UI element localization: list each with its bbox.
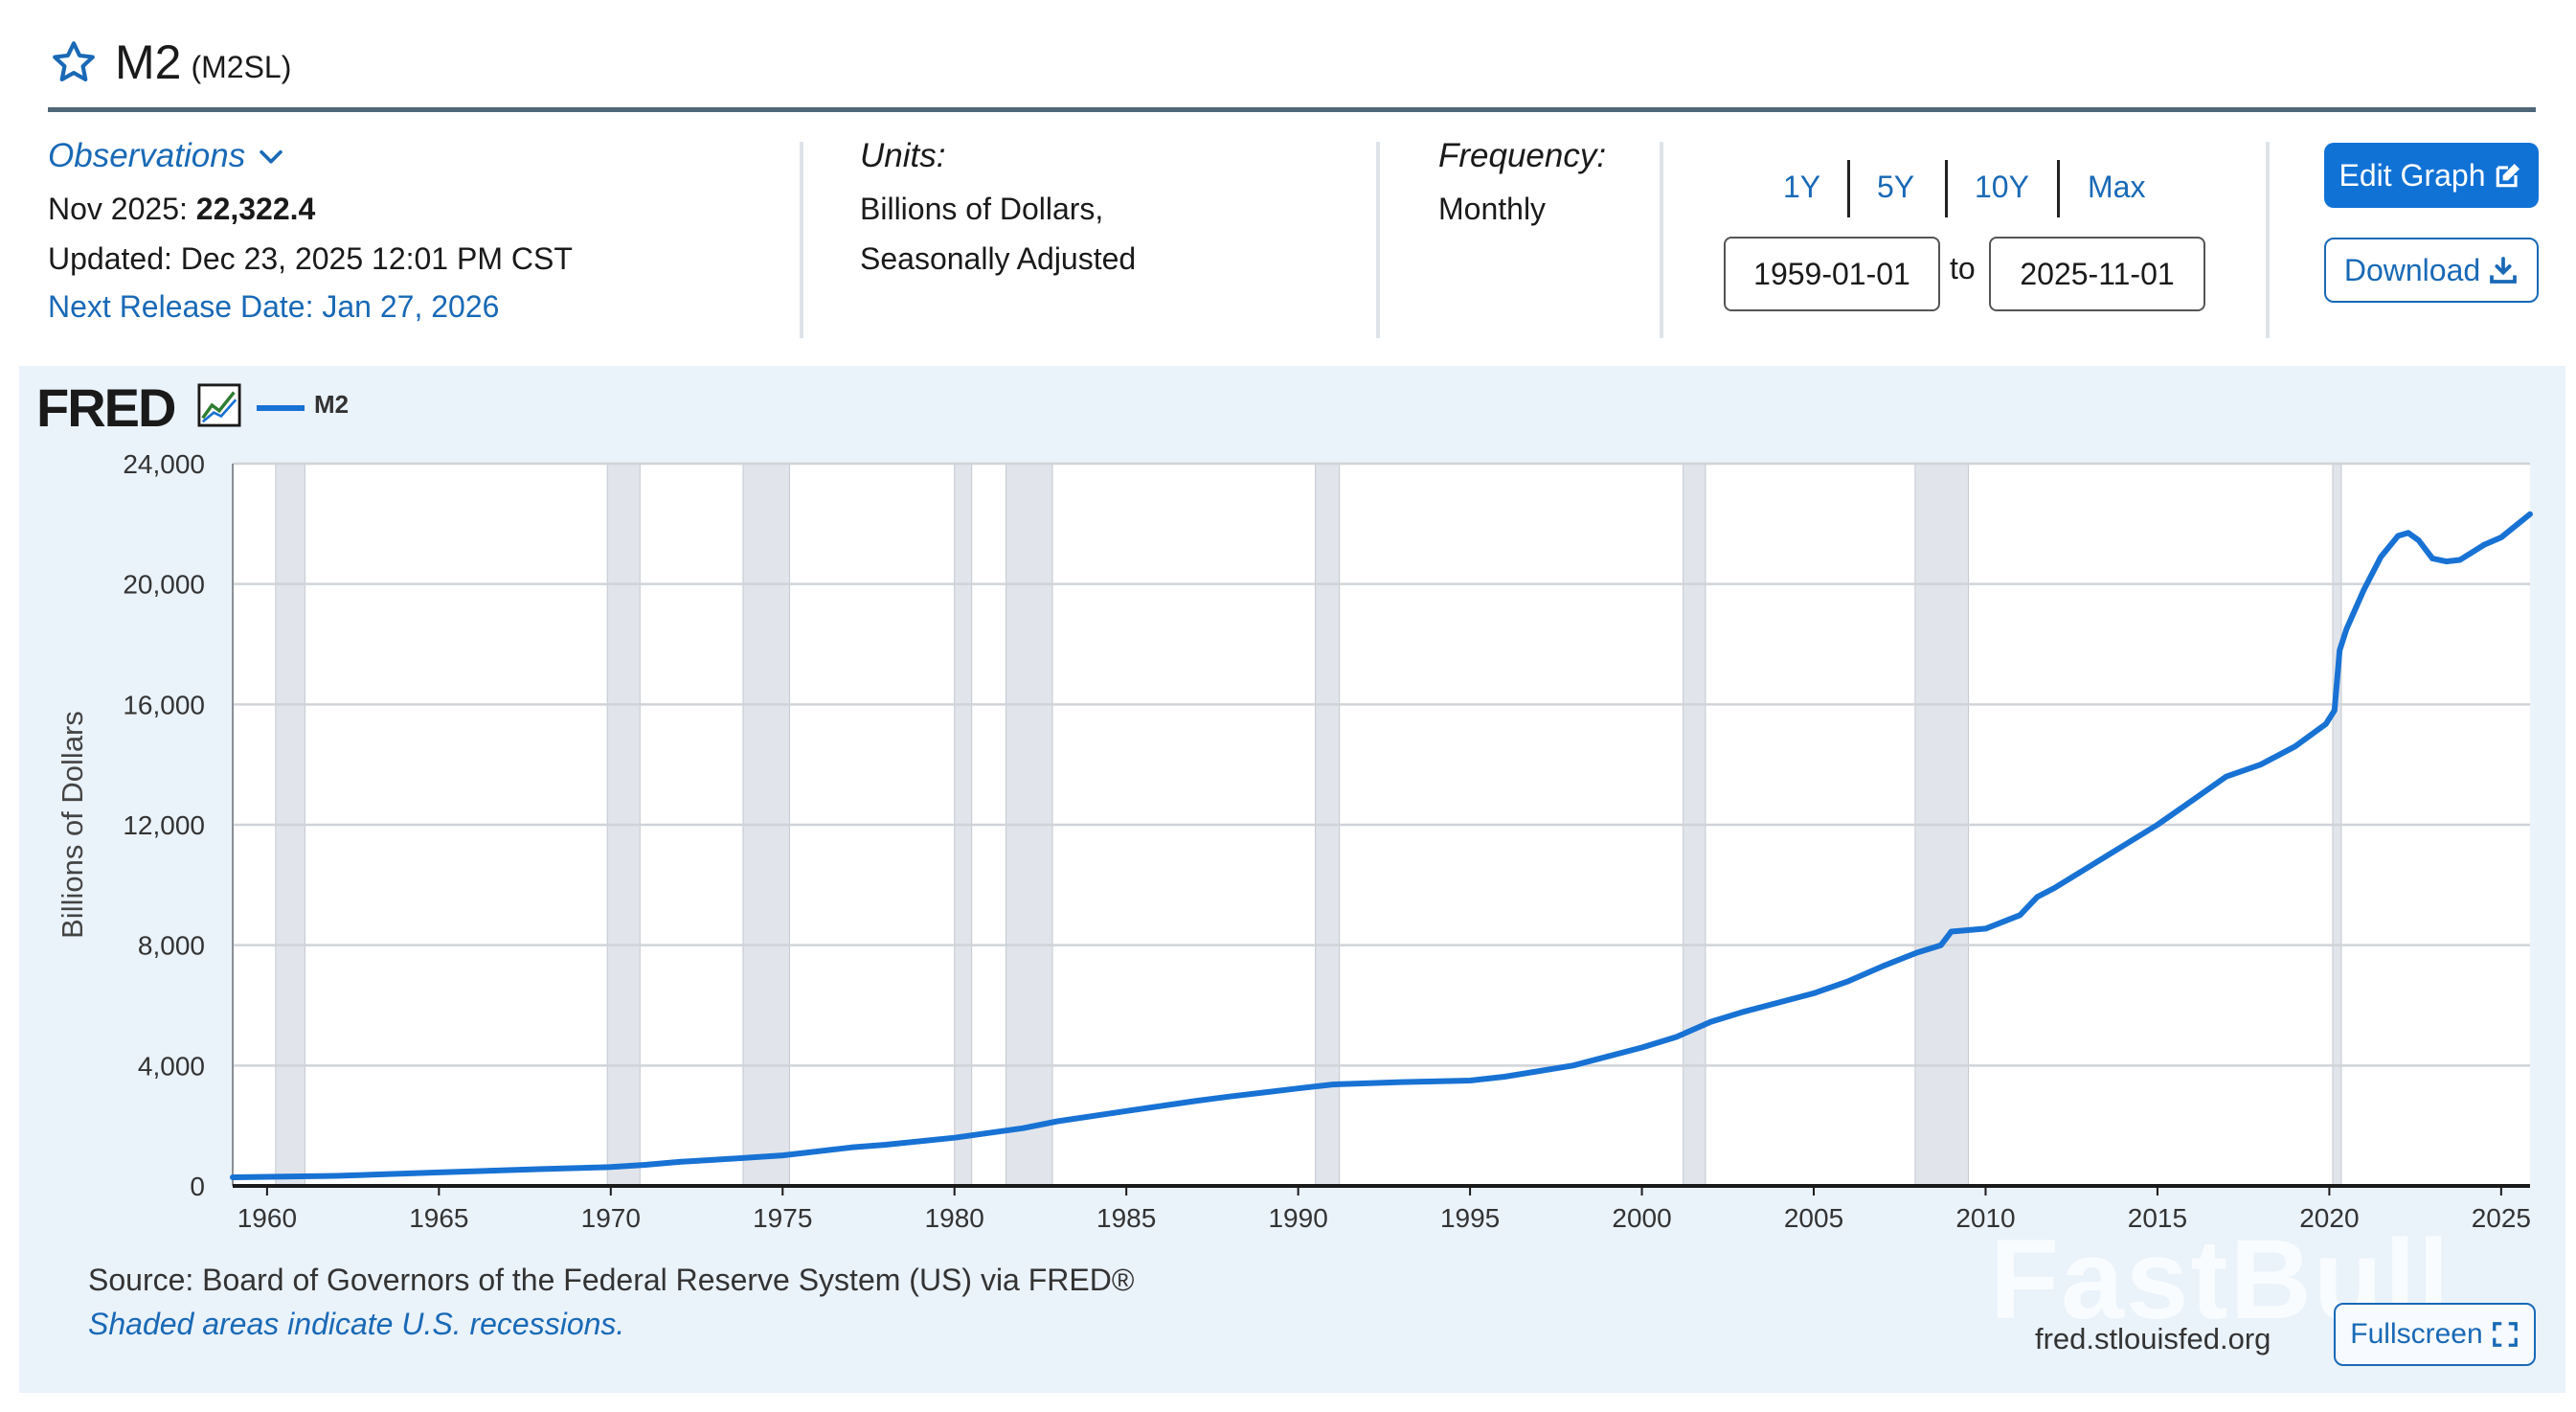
x-tick-label: 2020 — [2299, 1203, 2359, 1233]
edit-graph-label: Edit Graph — [2339, 157, 2486, 193]
observations-label: Observations — [48, 137, 246, 174]
y-tick-label: 16,000 — [123, 690, 205, 719]
range-separator — [1847, 160, 1850, 217]
x-tick-label: 1960 — [237, 1203, 297, 1233]
next-release-link[interactable]: Next Release Date: Jan 27, 2026 — [48, 289, 500, 324]
y-axis-title: Billions of Dollars — [56, 711, 89, 939]
x-tick-label: 2025 — [2472, 1203, 2531, 1233]
observation-value: 22,322.4 — [195, 192, 316, 226]
legend-swatch — [257, 405, 305, 411]
units-line-1: Billions of Dollars, — [860, 192, 1104, 226]
series-id: (M2SL) — [191, 49, 292, 84]
x-tick-label: 1985 — [1096, 1203, 1156, 1233]
x-tick-label: 1965 — [409, 1203, 468, 1233]
end-date-input[interactable]: 2025-11-01 — [1989, 237, 2205, 311]
x-tick-label: 1975 — [753, 1203, 812, 1233]
fullscreen-icon — [2492, 1322, 2518, 1347]
x-tick-label: 1980 — [925, 1203, 984, 1233]
x-tick-label: 1970 — [581, 1203, 641, 1233]
frequency-label: Frequency: — [1438, 137, 1607, 174]
divider — [1660, 142, 1663, 338]
y-tick-label: 0 — [190, 1172, 205, 1201]
latest-observation: Nov 2025: 22,322.4 — [48, 192, 315, 227]
fullscreen-button[interactable]: Fullscreen — [2334, 1303, 2536, 1366]
divider — [800, 142, 803, 338]
y-tick-label: 12,000 — [123, 810, 205, 840]
y-tick-label: 20,000 — [123, 570, 205, 600]
download-icon — [2490, 257, 2518, 284]
x-tick-label: 2015 — [2128, 1203, 2187, 1233]
y-tick-label: 24,000 — [123, 449, 205, 479]
legend-label: M2 — [314, 390, 350, 419]
title-row: M2 (M2SL) — [50, 29, 291, 96]
updated-text: Updated: Dec 23, 2025 12:01 PM CST — [48, 241, 573, 276]
range-separator — [1945, 160, 1948, 217]
edit-graph-button[interactable]: Edit Graph — [2324, 143, 2539, 208]
recession-note: Shaded areas indicate U.S. recessions. — [88, 1307, 625, 1341]
x-tick-label: 1995 — [1440, 1203, 1500, 1233]
page-title: M2 — [115, 35, 182, 89]
site-url: fred.stlouisfed.org — [2035, 1322, 2271, 1355]
fred-chart-logo-icon — [197, 383, 241, 427]
fred-logo: FRED — [36, 377, 176, 438]
range-5y-button[interactable]: 5Y — [1877, 170, 1915, 204]
units-line-2: Seasonally Adjusted — [860, 241, 1137, 276]
star-icon[interactable] — [50, 38, 98, 86]
frequency-value: Monthly — [1438, 192, 1547, 226]
fullscreen-label: Fullscreen — [2350, 1318, 2483, 1350]
download-button[interactable]: Download — [2324, 238, 2539, 303]
date-to-label: to — [1950, 251, 1976, 285]
range-max-button[interactable]: Max — [2088, 170, 2146, 204]
x-tick-label: 2010 — [1955, 1203, 2015, 1233]
x-tick-label: 1990 — [1268, 1203, 1327, 1233]
edit-icon — [2497, 164, 2520, 188]
y-tick-label: 8,000 — [138, 931, 205, 961]
range-separator — [2057, 160, 2060, 217]
observation-date: Nov 2025: — [48, 192, 188, 226]
title-divider — [48, 107, 2536, 112]
observations-toggle[interactable]: Observations — [48, 137, 287, 175]
x-tick-label: 2000 — [1612, 1203, 1671, 1233]
series-line-m2 — [230, 511, 2533, 1180]
range-1y-button[interactable]: 1Y — [1783, 170, 1821, 204]
x-tick-label: 2005 — [1784, 1203, 1843, 1233]
divider — [1376, 142, 1380, 338]
y-tick-label: 4,000 — [138, 1051, 205, 1081]
source-text: Source: Board of Governors of the Federa… — [88, 1263, 1135, 1297]
units-label: Units: — [860, 137, 946, 174]
start-date-input[interactable]: 1959-01-01 — [1724, 237, 1940, 311]
units-value: Billions of Dollars, Seasonally Adjusted — [860, 184, 1136, 284]
range-10y-button[interactable]: 10Y — [1975, 170, 2029, 204]
chevron-down-icon — [260, 149, 282, 164]
download-label: Download — [2343, 252, 2481, 287]
divider — [2266, 142, 2270, 338]
